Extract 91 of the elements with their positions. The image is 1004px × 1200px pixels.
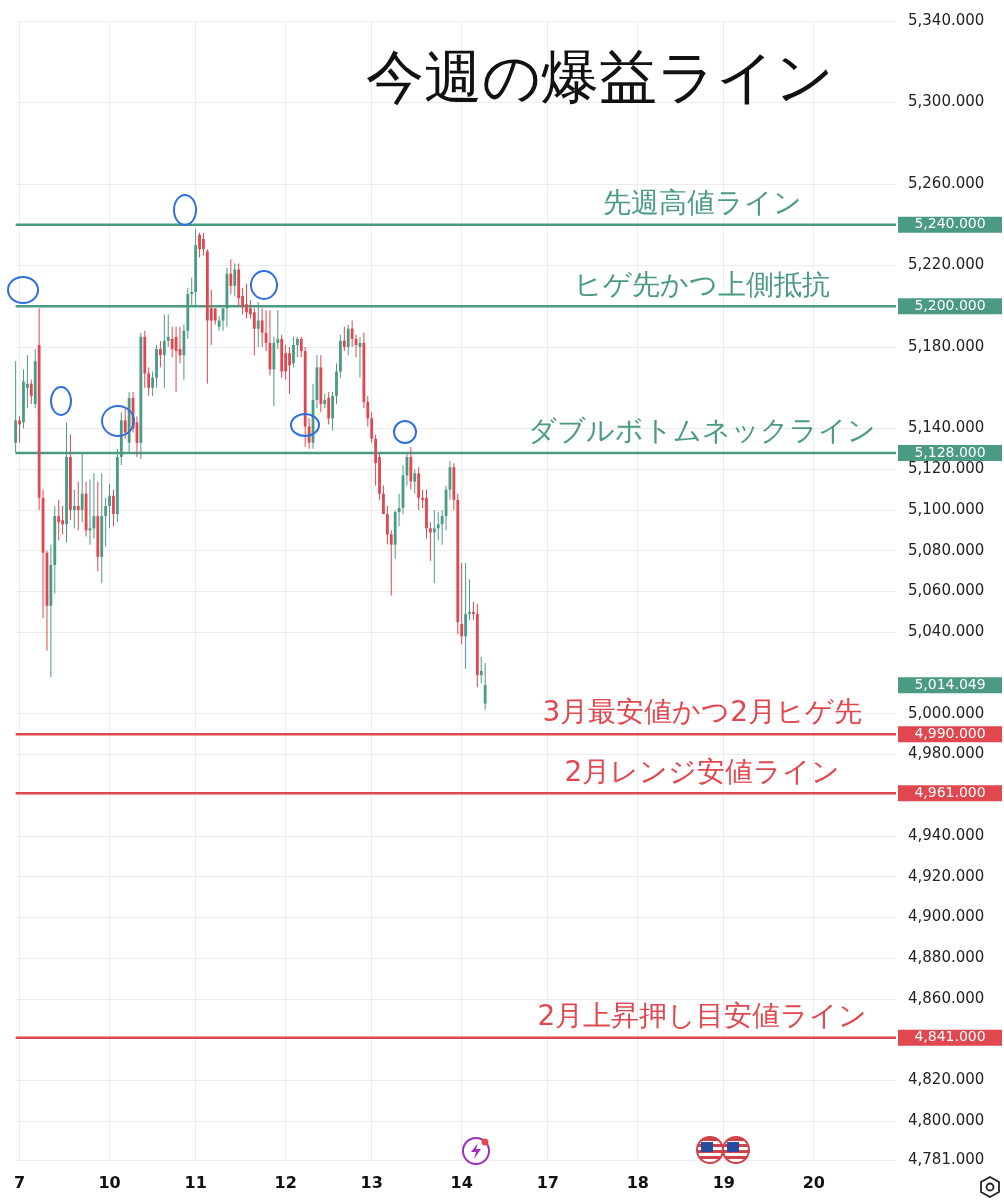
candlestick [472, 601, 475, 621]
candlestick [123, 407, 127, 440]
candlestick [229, 258, 233, 295]
y-tick-label: 4,860.000 [908, 988, 985, 1007]
candlestick [327, 391, 331, 425]
y-tick-label: 4,980.000 [908, 744, 985, 763]
x-tick-label: 10 [98, 1172, 121, 1192]
candlestick [245, 283, 248, 319]
text: 4,990.000 [914, 724, 986, 741]
candlestick [170, 326, 174, 358]
candlestick [104, 497, 108, 548]
candlestick [370, 411, 374, 444]
candlestick [151, 370, 155, 397]
candlestick [233, 262, 237, 297]
candlestick [112, 489, 115, 527]
y-tick-label: 5,100.000 [908, 499, 985, 518]
y-tick-label: 4,900.000 [908, 907, 985, 926]
candlestick [159, 340, 162, 368]
x-tick-label: 13 [360, 1172, 383, 1192]
ref-line-label: 2月上昇押し目安値ライン [537, 999, 868, 1033]
y-tick-label: 5,260.000 [908, 173, 985, 192]
text: 5,200.000 [914, 296, 986, 313]
text: 5,240.000 [914, 215, 986, 232]
candlestick [162, 313, 166, 389]
candlestick [460, 562, 464, 645]
y-tick-label: 5,140.000 [908, 418, 985, 437]
x-tick-label: 18 [626, 1172, 649, 1192]
ref-line-label: ヒゲ先かつ上側抵抗 [574, 267, 831, 301]
y-tick-label: 5,340.000 [908, 10, 985, 29]
candlestick [468, 578, 471, 621]
candlestick [57, 499, 61, 542]
ref-line-label: 2月レンジ安値ライン [564, 754, 841, 788]
x-tick-label: 11 [184, 1172, 207, 1192]
x-tick-label: 19 [712, 1172, 735, 1192]
candlestick [382, 485, 385, 515]
ref-line-label: 3月最安値かつ2月ヒゲ先 [542, 695, 863, 729]
candlestick [198, 232, 201, 258]
candlestick [61, 505, 65, 535]
candlestick [288, 346, 291, 395]
candlestick [342, 326, 346, 352]
candlestick [202, 232, 205, 256]
candlestick [108, 483, 111, 529]
candlestick [432, 509, 436, 584]
candlestick [295, 336, 299, 358]
y-tick-label: 5,120.000 [908, 459, 985, 478]
y-tick-label: 5,300.000 [908, 92, 985, 111]
text: 4,961.000 [914, 783, 986, 800]
candlestick [166, 313, 170, 348]
text: 4,841.000 [914, 1028, 986, 1045]
x-tick-label: 14 [450, 1172, 473, 1192]
candlestick [483, 662, 487, 711]
candlestick [385, 505, 389, 546]
candlestick [479, 656, 483, 684]
candlestick [428, 521, 432, 562]
candlestick [292, 336, 295, 368]
candlestick [76, 480, 80, 531]
candlestick [147, 366, 151, 397]
y-tick-label: 5,060.000 [908, 581, 985, 600]
y-tick-label: 5,080.000 [908, 540, 985, 559]
x-tick-label: 20 [802, 1172, 825, 1192]
candlestick [72, 489, 76, 529]
candlestick [18, 415, 21, 444]
candlestick [260, 307, 264, 348]
x-tick-label: 12 [274, 1172, 297, 1192]
ref-line-label: ダブルボトムネックライン [528, 414, 877, 448]
candlestick [299, 336, 303, 358]
candlestick [464, 562, 468, 670]
y-tick-label: 4,940.000 [908, 825, 985, 844]
candlestick [389, 529, 393, 597]
y-tick-label: 4,920.000 [908, 866, 985, 885]
candlestick [346, 324, 350, 356]
candlestick [331, 391, 334, 432]
candlestick [413, 468, 417, 495]
y-tick-label: 5,220.000 [908, 255, 985, 274]
y-tick-label: 4,880.000 [908, 948, 985, 967]
y-tick-label: 4,800.000 [908, 1111, 985, 1130]
chart-title: 今週の爆益ライン [366, 43, 834, 112]
text: 5,128.000 [914, 443, 986, 460]
y-tick-label: 5,040.000 [908, 622, 985, 641]
ref-line-label: 先週高値ライン [602, 186, 802, 220]
text: 5,014.049 [914, 675, 986, 692]
candlestick [252, 307, 256, 356]
candlestick [29, 379, 33, 405]
y-tick-label: 5,000.000 [908, 703, 985, 722]
candlestick [436, 511, 440, 542]
candlestick [217, 315, 221, 332]
y-tick-label: 4,820.000 [908, 1070, 985, 1089]
y-tick-label: 5,180.000 [908, 336, 985, 355]
x-tick-label: 7 [14, 1172, 26, 1192]
y-tick-label: 4,781.000 [908, 1149, 985, 1168]
x-tick-label: 17 [536, 1172, 559, 1192]
